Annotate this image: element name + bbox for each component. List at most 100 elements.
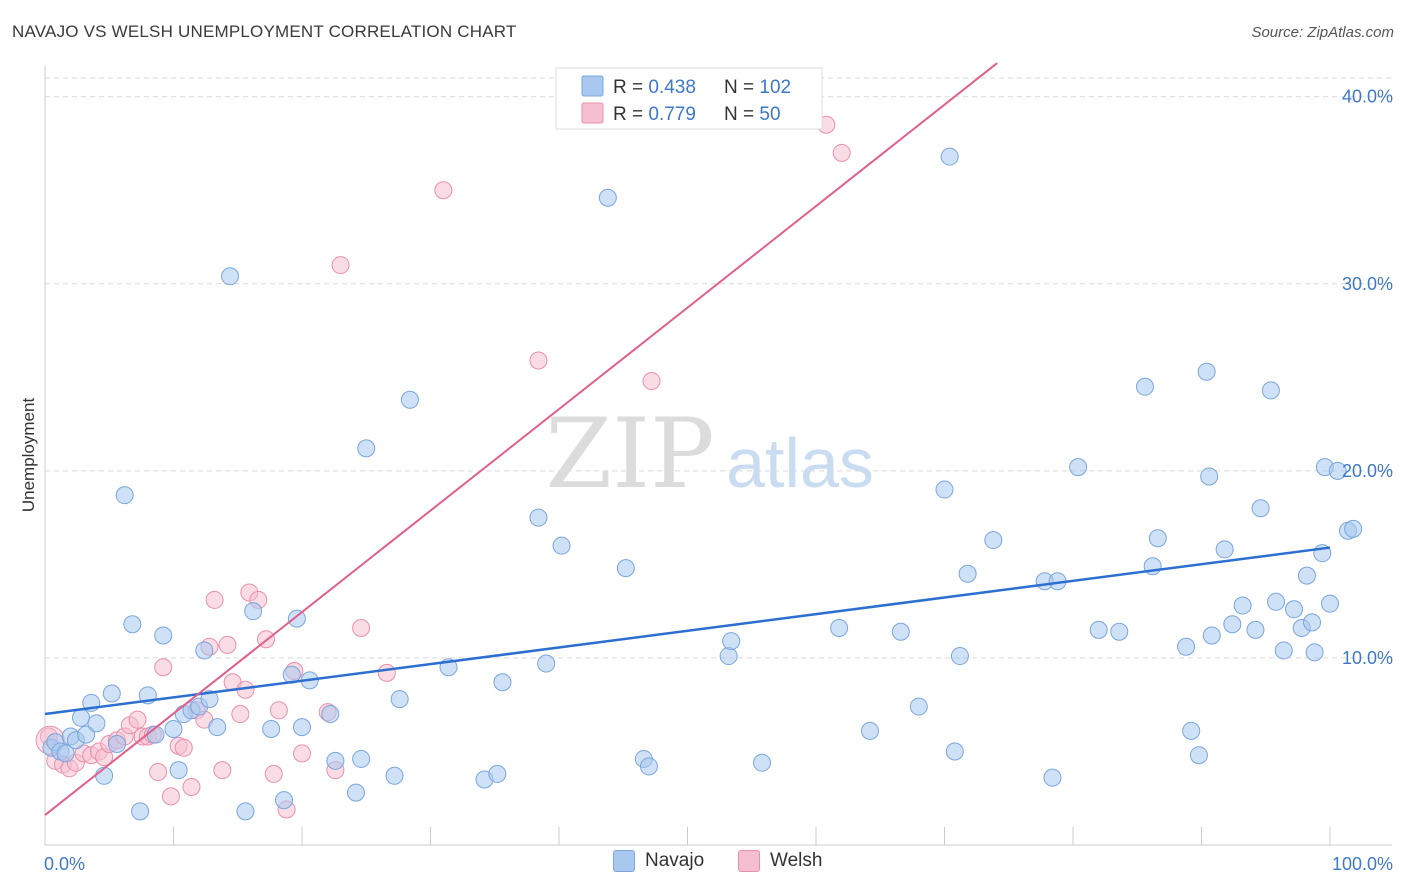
navajo-point <box>1321 594 1339 613</box>
y-tick-label: 40.0% <box>1342 87 1393 107</box>
navajo-point <box>208 718 227 737</box>
welsh-point <box>529 351 548 370</box>
watermark-zip: ZIP <box>545 398 714 510</box>
x-tick-label-max: 100.0% <box>1332 854 1393 874</box>
trend-lines <box>44 62 1331 816</box>
navajo-point <box>1148 529 1167 548</box>
navajo-trend-line <box>44 546 1331 716</box>
navajo-point <box>385 766 404 785</box>
navajo-point <box>169 761 188 780</box>
navajo-point <box>1328 461 1347 480</box>
navajo-point <box>488 764 507 783</box>
navajo-point <box>1182 721 1201 740</box>
welsh-point <box>331 256 350 275</box>
navajo-point <box>293 718 311 737</box>
navajo-point <box>950 647 969 666</box>
x-tick-label-min: 0.0% <box>44 854 85 874</box>
navajo-point <box>1202 626 1221 645</box>
navajo-point <box>287 609 306 628</box>
navajo-point <box>123 615 142 634</box>
navajo-points <box>42 147 1363 821</box>
navajo-point <box>639 757 658 776</box>
welsh-stats-swatch <box>581 102 604 124</box>
navajo-point <box>1297 566 1316 585</box>
navajo-point <box>537 654 556 673</box>
welsh-swatch <box>738 850 760 872</box>
axes <box>44 66 1392 846</box>
navajo-point <box>1177 637 1196 656</box>
navajo-point <box>1200 467 1219 486</box>
stats-legend: R = 0.438 N = 102 R = 0.779 N = 50 <box>555 67 823 130</box>
welsh-point <box>377 663 396 682</box>
welsh-point <box>205 590 224 609</box>
navajo-point <box>390 690 409 709</box>
navajo-point <box>1089 620 1108 639</box>
stats-row: R = 0.438 N = 102 <box>613 77 791 98</box>
navajo-point <box>357 439 376 458</box>
navajo-point <box>1135 377 1154 396</box>
navajo-point <box>753 753 772 772</box>
welsh-point <box>352 618 371 637</box>
navajo-point <box>1261 381 1280 400</box>
legend-label-navajo: Navajo <box>645 850 705 871</box>
navajo-point <box>1189 746 1208 765</box>
navajo-stats-swatch <box>581 75 604 97</box>
navajo-point <box>719 647 738 666</box>
navajo-point <box>221 267 240 286</box>
navajo-point <box>1043 768 1062 787</box>
navajo-point <box>102 684 121 703</box>
navajo-point <box>722 632 741 651</box>
welsh-point <box>269 701 288 720</box>
navajo-point <box>1110 622 1129 641</box>
navajo-point <box>891 622 910 641</box>
navajo-point <box>400 390 419 409</box>
navajo-point <box>1303 613 1322 632</box>
navajo-point <box>107 734 126 753</box>
tick-labels: 10.0% 20.0% 30.0% 40.0% 0.0% 100.0% Unemployme… <box>19 87 1393 874</box>
navajo-point <box>1267 592 1286 611</box>
navajo-point <box>164 720 183 739</box>
navajo-point <box>346 783 365 802</box>
navajo-point <box>56 744 75 763</box>
navajo-point <box>154 626 173 645</box>
y-axis-label: Unemployment <box>19 398 38 513</box>
navajo-point <box>958 564 977 583</box>
welsh-point <box>161 787 180 806</box>
welsh-point <box>149 763 168 782</box>
navajo-point <box>940 147 959 166</box>
welsh-point <box>642 372 661 391</box>
navajo-point <box>860 721 879 740</box>
navajo-point <box>71 708 90 727</box>
navajo-point <box>262 720 281 739</box>
navajo-point <box>1069 458 1088 477</box>
navajo-point <box>77 725 96 744</box>
y-tick-label: 10.0% <box>1342 648 1393 668</box>
chart-title: NAVAJO VS WELSH UNEMPLOYMENT CORRELATION… <box>12 22 517 41</box>
navajo-point <box>131 802 150 821</box>
welsh-point <box>264 764 283 783</box>
navajo-point <box>1246 620 1265 639</box>
welsh-point <box>174 738 193 757</box>
welsh-point <box>182 778 201 797</box>
navajo-point <box>321 705 340 724</box>
navajo-point <box>1223 615 1242 634</box>
navajo-point <box>326 751 345 770</box>
navajo-point <box>236 802 255 821</box>
legend-item-navajo[interactable]: Navajo <box>613 850 704 872</box>
welsh-point <box>832 143 851 162</box>
stats-row: R = 0.779 N = 50 <box>613 104 781 125</box>
navajo-point <box>529 508 548 527</box>
welsh-point <box>218 635 237 654</box>
navajo-point <box>830 618 849 637</box>
navajo-point <box>95 766 114 785</box>
navajo-point <box>1344 519 1363 538</box>
bottom-legend: Navajo Welsh <box>0 850 1406 880</box>
legend-item-welsh[interactable]: Welsh <box>738 850 822 872</box>
welsh-point <box>154 658 173 677</box>
grid-lines <box>45 77 1392 659</box>
navajo-point <box>945 742 964 761</box>
navajo-point <box>1251 499 1270 518</box>
legend-label-welsh: Welsh <box>770 850 823 871</box>
y-tick-label: 30.0% <box>1342 274 1393 294</box>
